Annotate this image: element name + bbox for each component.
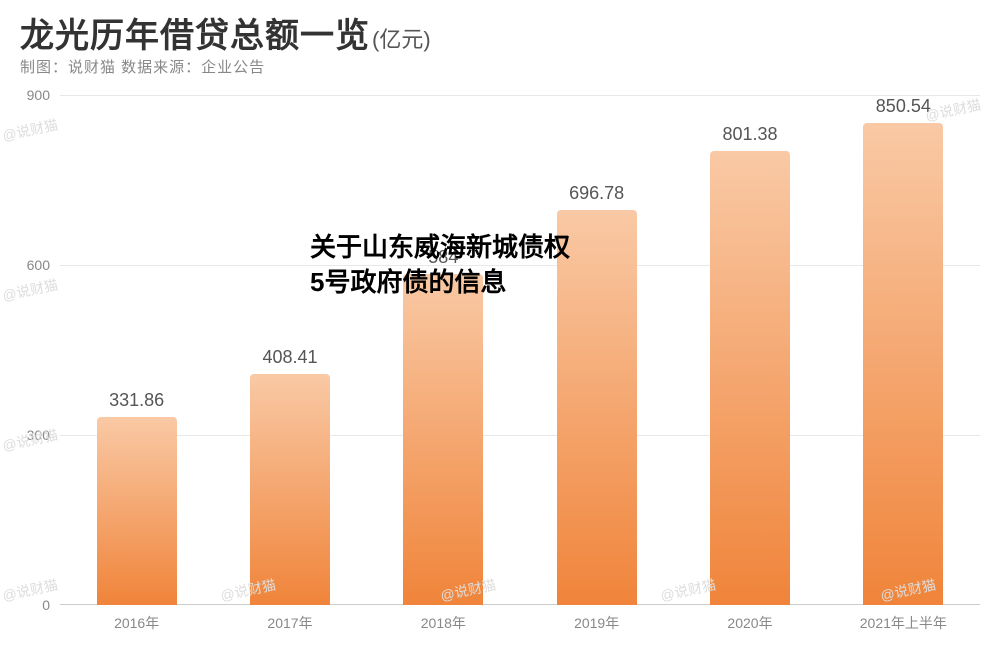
x-tick-label: 2017年 [267, 613, 312, 633]
gridline [60, 435, 980, 436]
bar [97, 417, 177, 605]
bar-wrap: 408.41 [250, 347, 330, 605]
chart-subtitle: 制图：说财猫 数据来源：企业公告 [20, 56, 265, 77]
x-axis [60, 604, 980, 605]
x-tick-label: 2019年 [574, 613, 619, 633]
chart-title-row: 龙光历年借贷总额一览 (亿元) [20, 8, 431, 57]
y-tick-label: 600 [27, 257, 50, 273]
bar-wrap: 850.54 [863, 96, 943, 605]
bar-wrap: 331.86 [97, 390, 177, 605]
bar-chart: 331.86408.41584696.78801.38850.54 2016年2… [60, 95, 980, 605]
bar-value-label: 408.41 [262, 347, 317, 368]
y-tick-label: 300 [27, 427, 50, 443]
x-tick-label: 2016年 [114, 613, 159, 633]
bar-wrap: 584 [403, 247, 483, 605]
overlay-line1: 关于山东威海新城债权 [310, 230, 570, 265]
watermark: @说财猫 [1, 274, 60, 305]
bar-value-label: 331.86 [109, 390, 164, 411]
x-tick-label: 2021年上半年 [860, 613, 947, 633]
gridline [60, 95, 980, 96]
x-tick-label: 2020年 [727, 613, 772, 633]
bar-value-label: 801.38 [722, 124, 777, 145]
bar-value-label: 696.78 [569, 183, 624, 204]
bar [863, 123, 943, 605]
x-tick-label: 2018年 [421, 613, 466, 633]
bar-wrap: 801.38 [710, 124, 790, 605]
bar-value-label: 850.54 [876, 96, 931, 117]
chart-title-unit: (亿元) [372, 22, 431, 54]
chart-title: 龙光历年借贷总额一览 [20, 8, 370, 57]
y-tick-label: 0 [42, 597, 50, 613]
watermark: @说财猫 [1, 114, 60, 145]
overlay-line2: 5号政府债的信息 [310, 265, 570, 300]
bar [403, 274, 483, 605]
overlay-text: 关于山东威海新城债权 5号政府债的信息 [310, 230, 570, 300]
bar [250, 374, 330, 605]
watermark: @说财猫 [1, 574, 60, 605]
y-tick-label: 900 [27, 87, 50, 103]
bar [710, 151, 790, 605]
